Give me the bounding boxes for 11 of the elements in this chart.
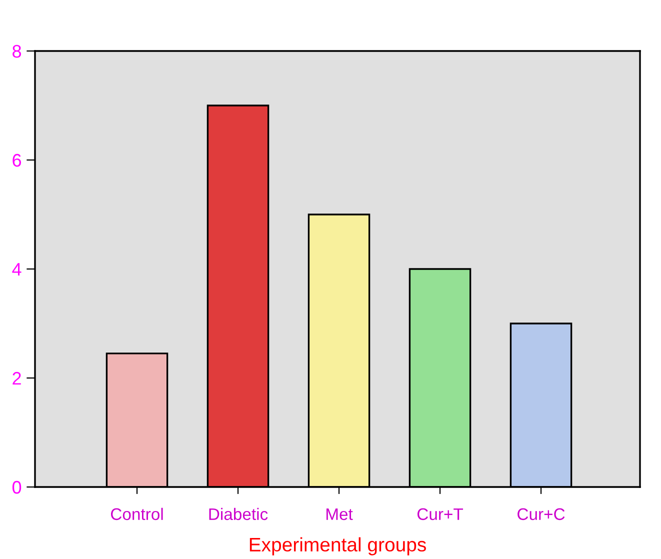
x-tick-label: Diabetic — [209, 508, 268, 520]
x-tick-label: Met — [326, 508, 353, 520]
y-tick-label: 6 — [12, 154, 22, 167]
y-tick-label: 4 — [12, 263, 22, 276]
x-tick-label: Control — [110, 508, 163, 520]
x-tick-label: Cur+C — [518, 508, 565, 520]
x-axis-title: Experimental groups — [250, 537, 426, 556]
y-tick-label: 2 — [12, 372, 21, 385]
y-tick-label: 8 — [12, 44, 22, 58]
x-tick-label: Cur+T — [417, 508, 464, 520]
y-tick-label: 0 — [12, 480, 22, 494]
